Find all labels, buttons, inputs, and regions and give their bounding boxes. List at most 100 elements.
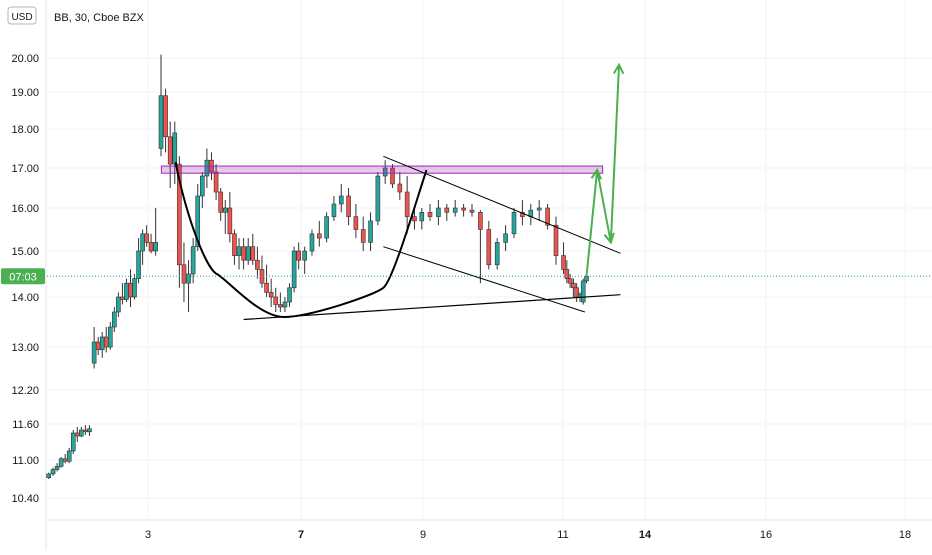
candle [255,246,260,279]
current-price-tag: 07:03 [1,268,45,285]
candle-body [50,469,56,475]
candle [163,88,168,153]
price-tick-label: 12.20 [11,385,39,397]
candle-body [232,233,237,256]
candle-body [200,175,205,197]
candle [382,160,388,184]
candle [116,292,121,317]
candle [536,200,542,221]
candle-body [195,195,201,248]
candle [268,278,274,307]
currency-box[interactable] [7,6,37,25]
price-tick-label: 16.00 [11,203,39,215]
price-tick-label: 19.00 [11,87,39,99]
candle-body [324,216,329,239]
candle [136,238,141,284]
candle-body [112,311,117,328]
resistance-zone[interactable] [160,165,604,174]
candle-body [553,224,559,256]
candle [561,242,566,274]
candle [46,472,51,479]
channel-upper-trendline[interactable] [383,155,621,254]
candle [273,287,279,312]
price-tick-label: 17.00 [11,163,39,175]
candle [503,225,508,251]
price-axis[interactable]: 20.00 19.00 18.00 17.00 16.00 15.00 14.00 13.00… [11,53,39,505]
candle-body [153,242,158,252]
candle-body [338,195,344,205]
candle [404,176,410,234]
candle [278,292,283,312]
candle-body [282,301,288,308]
candle-body [120,296,125,300]
candle-body [58,458,64,467]
candle-body [70,432,76,452]
candle-body [444,207,450,213]
candle [58,457,64,468]
date-tick-label: 16 [760,529,772,541]
candle-body [278,304,283,308]
candle-body [158,95,164,149]
candle-body [296,250,302,261]
candle [158,54,164,157]
candle-body [404,191,410,217]
candle-body [291,250,297,289]
price-tick-label: 15.00 [11,246,39,258]
candle [153,208,158,256]
candle-body [382,167,388,177]
date-tick-label: 14 [639,529,652,541]
candle-body [241,246,246,261]
candle [91,327,97,369]
candle [291,246,297,293]
time-axis[interactable]: 3 7 9 11 14 16 18 [145,529,911,541]
candle-body [469,209,475,213]
date-tick-label: 9 [420,529,426,541]
candle-body [427,212,433,217]
candle [79,427,84,438]
candle [324,212,329,243]
candle-body [264,282,269,293]
price-tick-label: 13.00 [11,342,39,354]
candle-body [511,212,517,235]
currency-label: USD [11,12,32,23]
candle-body [268,292,274,298]
candle-body [412,216,417,222]
candle-body [124,282,129,300]
candle [200,172,205,208]
candle [494,238,500,270]
candle [222,200,228,234]
date-tick-label: 7 [298,529,304,541]
candle-body [181,264,187,284]
price-tick-label: 11.60 [12,419,39,431]
candle [436,200,441,226]
date-tick-label: 3 [145,529,151,541]
candle-body [222,207,228,213]
price-tick-label: 20.00 [11,53,39,65]
candle-body [116,296,121,313]
candle-body [99,336,105,350]
candle [360,216,366,251]
candle [478,210,483,284]
candle-body [91,341,97,364]
projected-path-arrow[interactable] [585,64,621,277]
candle-body [107,326,113,348]
candle [397,172,403,200]
candle [567,274,573,288]
candle [309,229,315,256]
candle [186,260,191,312]
channel-lower-trendline[interactable] [383,246,586,313]
candle-body [255,259,260,270]
candle-body [536,207,542,211]
candle-body [461,207,466,211]
support-trendline[interactable] [243,294,621,321]
candle [511,208,517,239]
candle [70,430,76,454]
candle [353,204,359,239]
candle [167,121,173,188]
candle-body [503,233,508,243]
candle [390,164,395,188]
candle [580,278,586,305]
candle [107,322,113,350]
